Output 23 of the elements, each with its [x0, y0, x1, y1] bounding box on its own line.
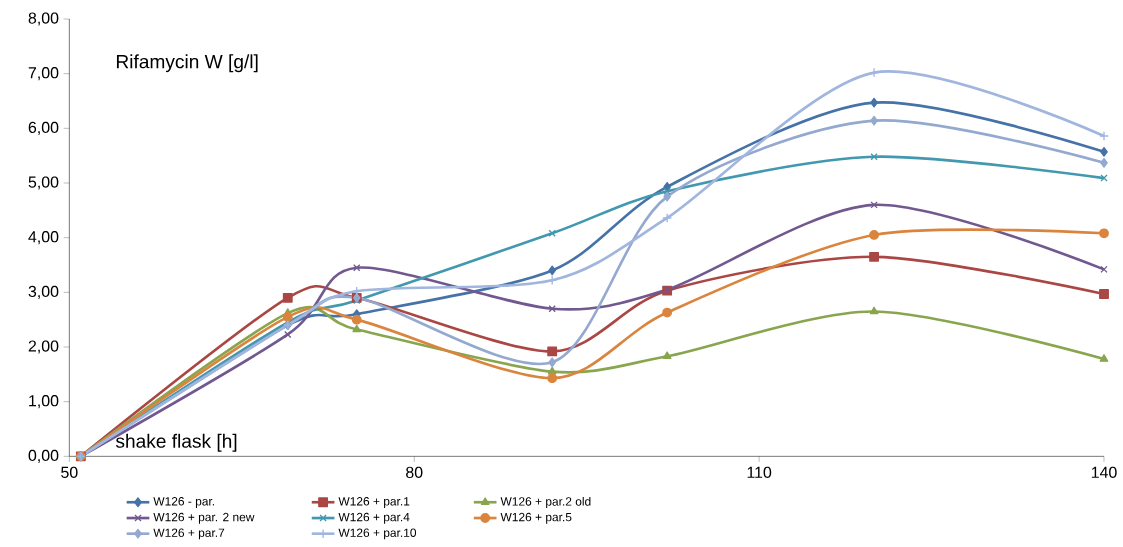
legend-label: W126 - par.	[153, 497, 215, 508]
x-axis-title: shake flask [h]	[115, 433, 237, 452]
y-tick-label: 2,00	[28, 340, 59, 354]
y-tick-label: 1,00	[29, 395, 59, 409]
x-tick-label: 140	[1091, 466, 1117, 478]
y-tick-label: 8,00	[28, 12, 59, 26]
legend-label: W126 + par.7	[153, 528, 225, 540]
x-tick-label: 110	[747, 466, 772, 478]
legend-label: W126 + par.10	[338, 528, 417, 540]
legend-label: W126 + par.2 old	[500, 496, 591, 509]
x-tick-label: 50	[61, 466, 78, 478]
legend-label: W126 + par. 2 new	[153, 512, 255, 524]
y-tick-label: 4,00	[28, 231, 59, 245]
y-tick-label: 7,00	[28, 67, 59, 81]
y-tick-label: 5,00	[28, 176, 59, 190]
legend-label: W126 + par.5	[500, 512, 572, 524]
y-tick-label: 3,00	[28, 285, 59, 299]
y-tick-label: 6,00	[28, 121, 59, 135]
x-tick-label: 80	[406, 466, 423, 478]
y-tick-label: 0,00	[28, 449, 59, 463]
legend-label: W126 + par.4	[338, 512, 410, 524]
legend-label: W126 + par.1	[338, 497, 410, 508]
text: Rifamycin W [g/l]	[116, 54, 258, 73]
